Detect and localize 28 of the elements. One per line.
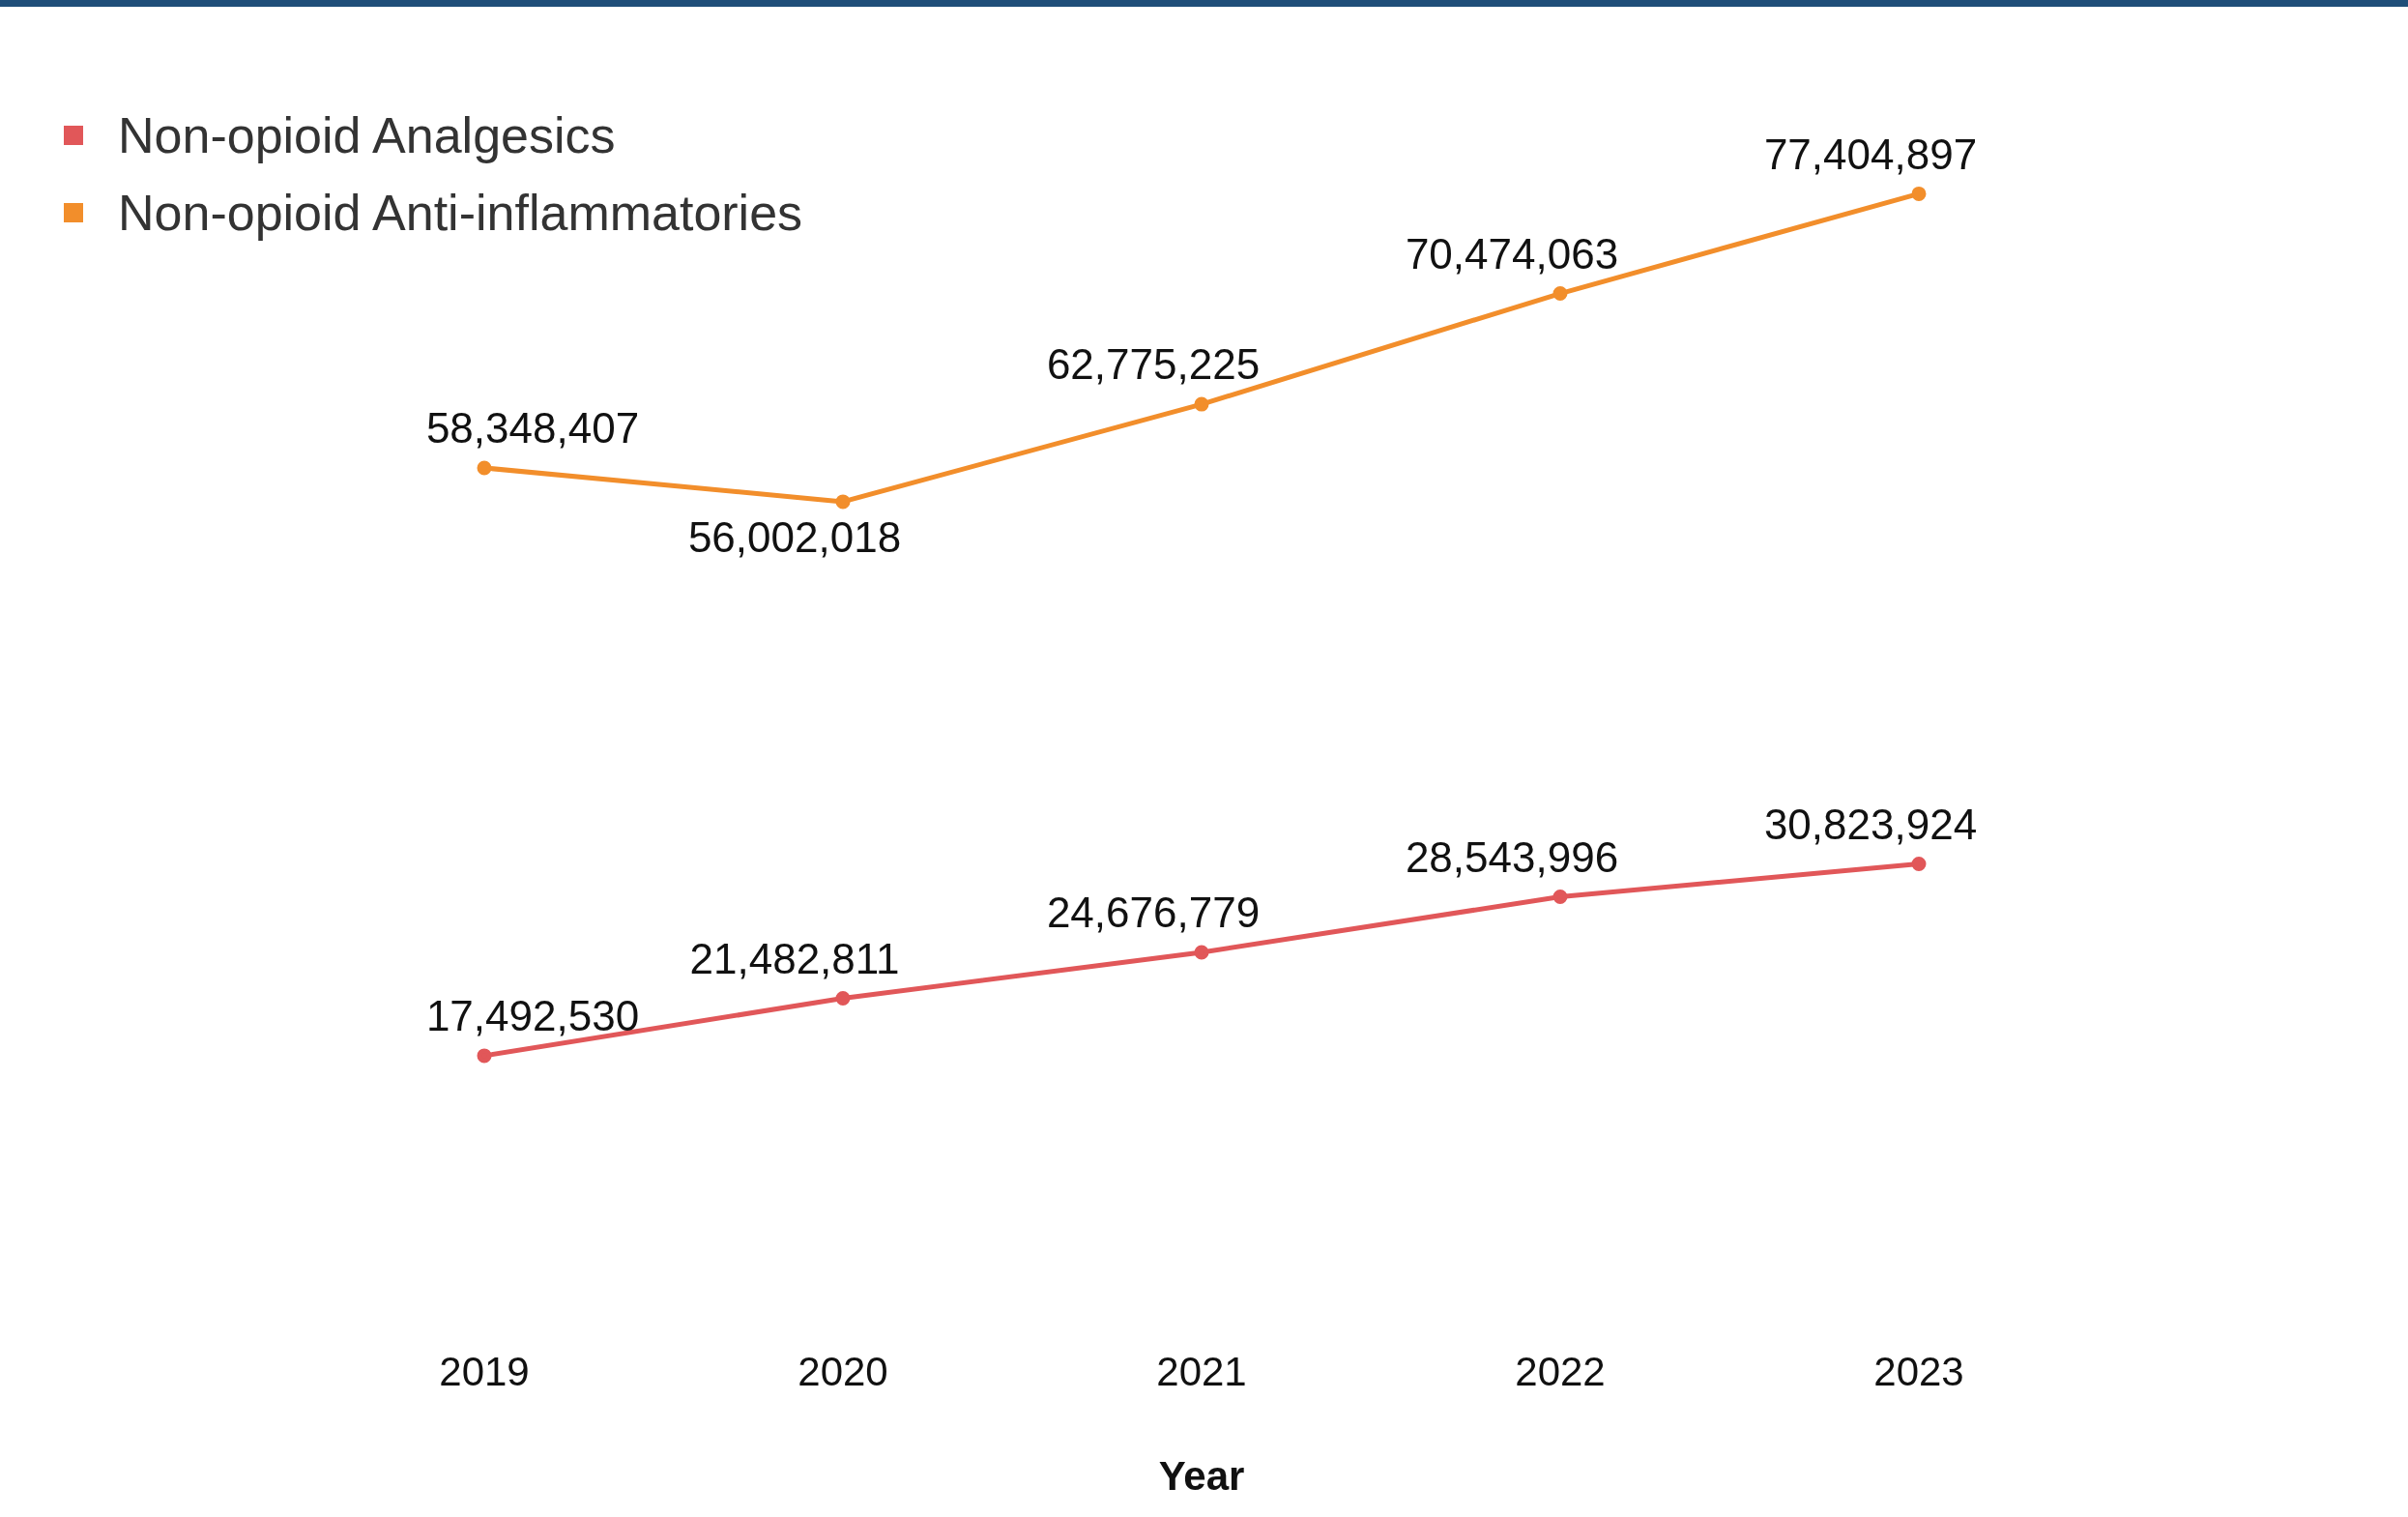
legend-label: Non-opioid Analgesics [118,106,616,164]
x-tick-label: 2021 [1156,1348,1247,1394]
point [1911,857,1927,872]
point [477,460,492,476]
data-label: 17,492,530 [425,992,640,1040]
x-tick-label: 2023 [1873,1348,1964,1394]
data-label: 24,676,779 [1046,889,1261,937]
point [1552,889,1568,904]
point [1194,945,1209,960]
x-tick-label: 2019 [439,1348,530,1394]
data-label: 56,002,018 [687,513,902,562]
data-label: 70,474,063 [1405,229,1619,277]
x-tick-label: 2022 [1515,1348,1606,1394]
point [835,494,851,510]
data-label: 62,775,225 [1046,340,1261,389]
x-axis-title: Year [1158,1453,1245,1500]
data-label: 28,543,996 [1405,832,1619,881]
data-label: 77,404,897 [1763,130,1978,178]
point [477,1048,492,1064]
point [1194,396,1209,412]
data-label: 21,482,811 [689,934,900,982]
data-label: 58,348,407 [425,404,640,452]
legend-label: Non-opioid Anti-inflammatories [118,184,803,242]
data-label: 30,823,924 [1763,800,1978,848]
point [1911,186,1927,201]
point [1552,286,1568,302]
point [835,991,851,1006]
x-tick-label: 2020 [798,1348,888,1394]
